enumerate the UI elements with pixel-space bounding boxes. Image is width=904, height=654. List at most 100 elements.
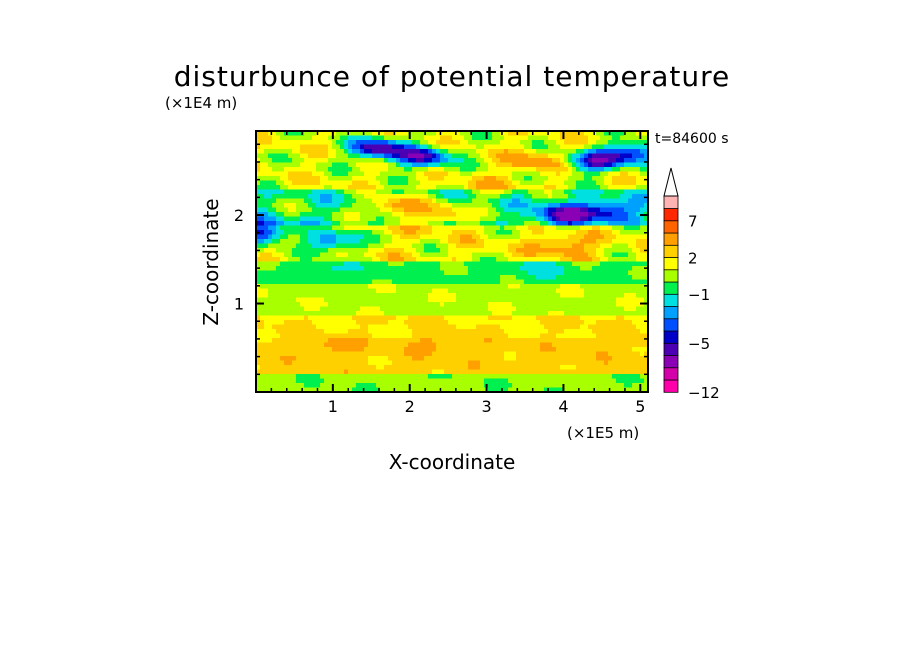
heatmap-cell	[412, 203, 417, 209]
heatmap-cell	[484, 266, 489, 272]
heatmap-cell	[304, 297, 309, 303]
heatmap-cell	[524, 153, 529, 159]
heatmap-cell	[356, 239, 361, 245]
heatmap-cell	[384, 306, 389, 312]
heatmap-cell	[472, 162, 477, 168]
heatmap-cell	[640, 207, 645, 213]
heatmap-cell	[512, 131, 517, 137]
heatmap-cell	[320, 347, 325, 353]
heatmap-cell	[432, 149, 437, 155]
heatmap-cell	[540, 198, 545, 204]
heatmap-cell	[272, 216, 277, 222]
heatmap-cell	[276, 189, 281, 195]
heatmap-cell	[596, 189, 601, 195]
heatmap-cell	[548, 198, 553, 204]
heatmap-cell	[608, 351, 613, 357]
heatmap-cell	[456, 315, 461, 321]
heatmap-cell	[320, 243, 325, 249]
heatmap-cell	[432, 180, 437, 186]
heatmap-cell	[476, 185, 481, 191]
heatmap-cell	[256, 162, 261, 168]
heatmap-cell	[488, 333, 493, 339]
heatmap-cell	[440, 338, 445, 344]
heatmap-cell	[516, 153, 521, 159]
heatmap-cell	[364, 221, 369, 227]
heatmap-cell	[308, 144, 313, 150]
heatmap-cell	[296, 302, 301, 308]
heatmap-cell	[420, 212, 425, 218]
heatmap-cell	[532, 203, 537, 209]
heatmap-cell	[472, 180, 477, 186]
heatmap-cell	[304, 221, 309, 227]
heatmap-cell	[520, 329, 525, 335]
heatmap-cell	[348, 225, 353, 231]
heatmap-cell	[560, 180, 565, 186]
heatmap-cell	[548, 207, 553, 213]
heatmap-cell	[280, 207, 285, 213]
heatmap-cell	[584, 351, 589, 357]
heatmap-cell	[324, 248, 329, 254]
heatmap-cell	[536, 203, 541, 209]
heatmap-cell	[428, 225, 433, 231]
heatmap-cell	[292, 230, 297, 236]
heatmap-cell	[444, 293, 449, 299]
heatmap-cell	[280, 158, 285, 164]
heatmap-cell	[384, 239, 389, 245]
heatmap-cell	[480, 306, 485, 312]
heatmap-cell	[484, 315, 489, 321]
heatmap-cell	[556, 338, 561, 344]
heatmap-cell	[568, 324, 573, 330]
heatmap-cell	[488, 257, 493, 263]
heatmap-cell	[564, 158, 569, 164]
heatmap-cell	[552, 333, 557, 339]
heatmap-cell	[592, 194, 597, 200]
heatmap-cell	[636, 162, 641, 168]
heatmap-cell	[428, 257, 433, 263]
heatmap-cell	[528, 171, 533, 177]
heatmap-cell	[396, 131, 401, 137]
heatmap-cell	[636, 315, 641, 321]
heatmap-cell	[612, 131, 617, 137]
heatmap-cell	[416, 288, 421, 294]
heatmap-cell	[328, 275, 333, 281]
heatmap-cell	[336, 329, 341, 335]
heatmap-cell	[272, 239, 277, 245]
heatmap-cell	[616, 252, 621, 258]
heatmap-cell	[516, 158, 521, 164]
heatmap-cell	[400, 243, 405, 249]
heatmap-cell	[256, 351, 261, 357]
heatmap-cell	[264, 324, 269, 330]
heatmap-cell	[440, 171, 445, 177]
heatmap-cell	[396, 189, 401, 195]
heatmap-cell	[452, 149, 457, 155]
heatmap-cell	[600, 198, 605, 204]
heatmap-cell	[344, 167, 349, 173]
heatmap-cell	[320, 225, 325, 231]
heatmap-cell	[416, 279, 421, 285]
heatmap-cell	[512, 347, 517, 353]
heatmap-cell	[532, 189, 537, 195]
heatmap-cell	[516, 180, 521, 186]
heatmap-cell	[552, 144, 557, 150]
heatmap-cell	[456, 293, 461, 299]
heatmap-cell	[596, 144, 601, 150]
heatmap-cell	[328, 234, 333, 240]
heatmap-cell	[548, 239, 553, 245]
heatmap-cell	[352, 270, 357, 276]
heatmap-cell	[524, 131, 529, 137]
heatmap-cell	[288, 212, 293, 218]
heatmap-cell	[396, 338, 401, 344]
heatmap-cell	[564, 275, 569, 281]
heatmap-cell	[448, 207, 453, 213]
heatmap-cell	[580, 338, 585, 344]
heatmap-cell	[404, 333, 409, 339]
heatmap-cell	[268, 216, 273, 222]
heatmap-cell	[348, 144, 353, 150]
heatmap-cell	[280, 266, 285, 272]
heatmap-cell	[260, 131, 265, 137]
heatmap-cell	[564, 239, 569, 245]
heatmap-cell	[444, 356, 449, 362]
heatmap-cell	[456, 284, 461, 290]
heatmap-cell	[424, 162, 429, 168]
heatmap-cell	[324, 351, 329, 357]
